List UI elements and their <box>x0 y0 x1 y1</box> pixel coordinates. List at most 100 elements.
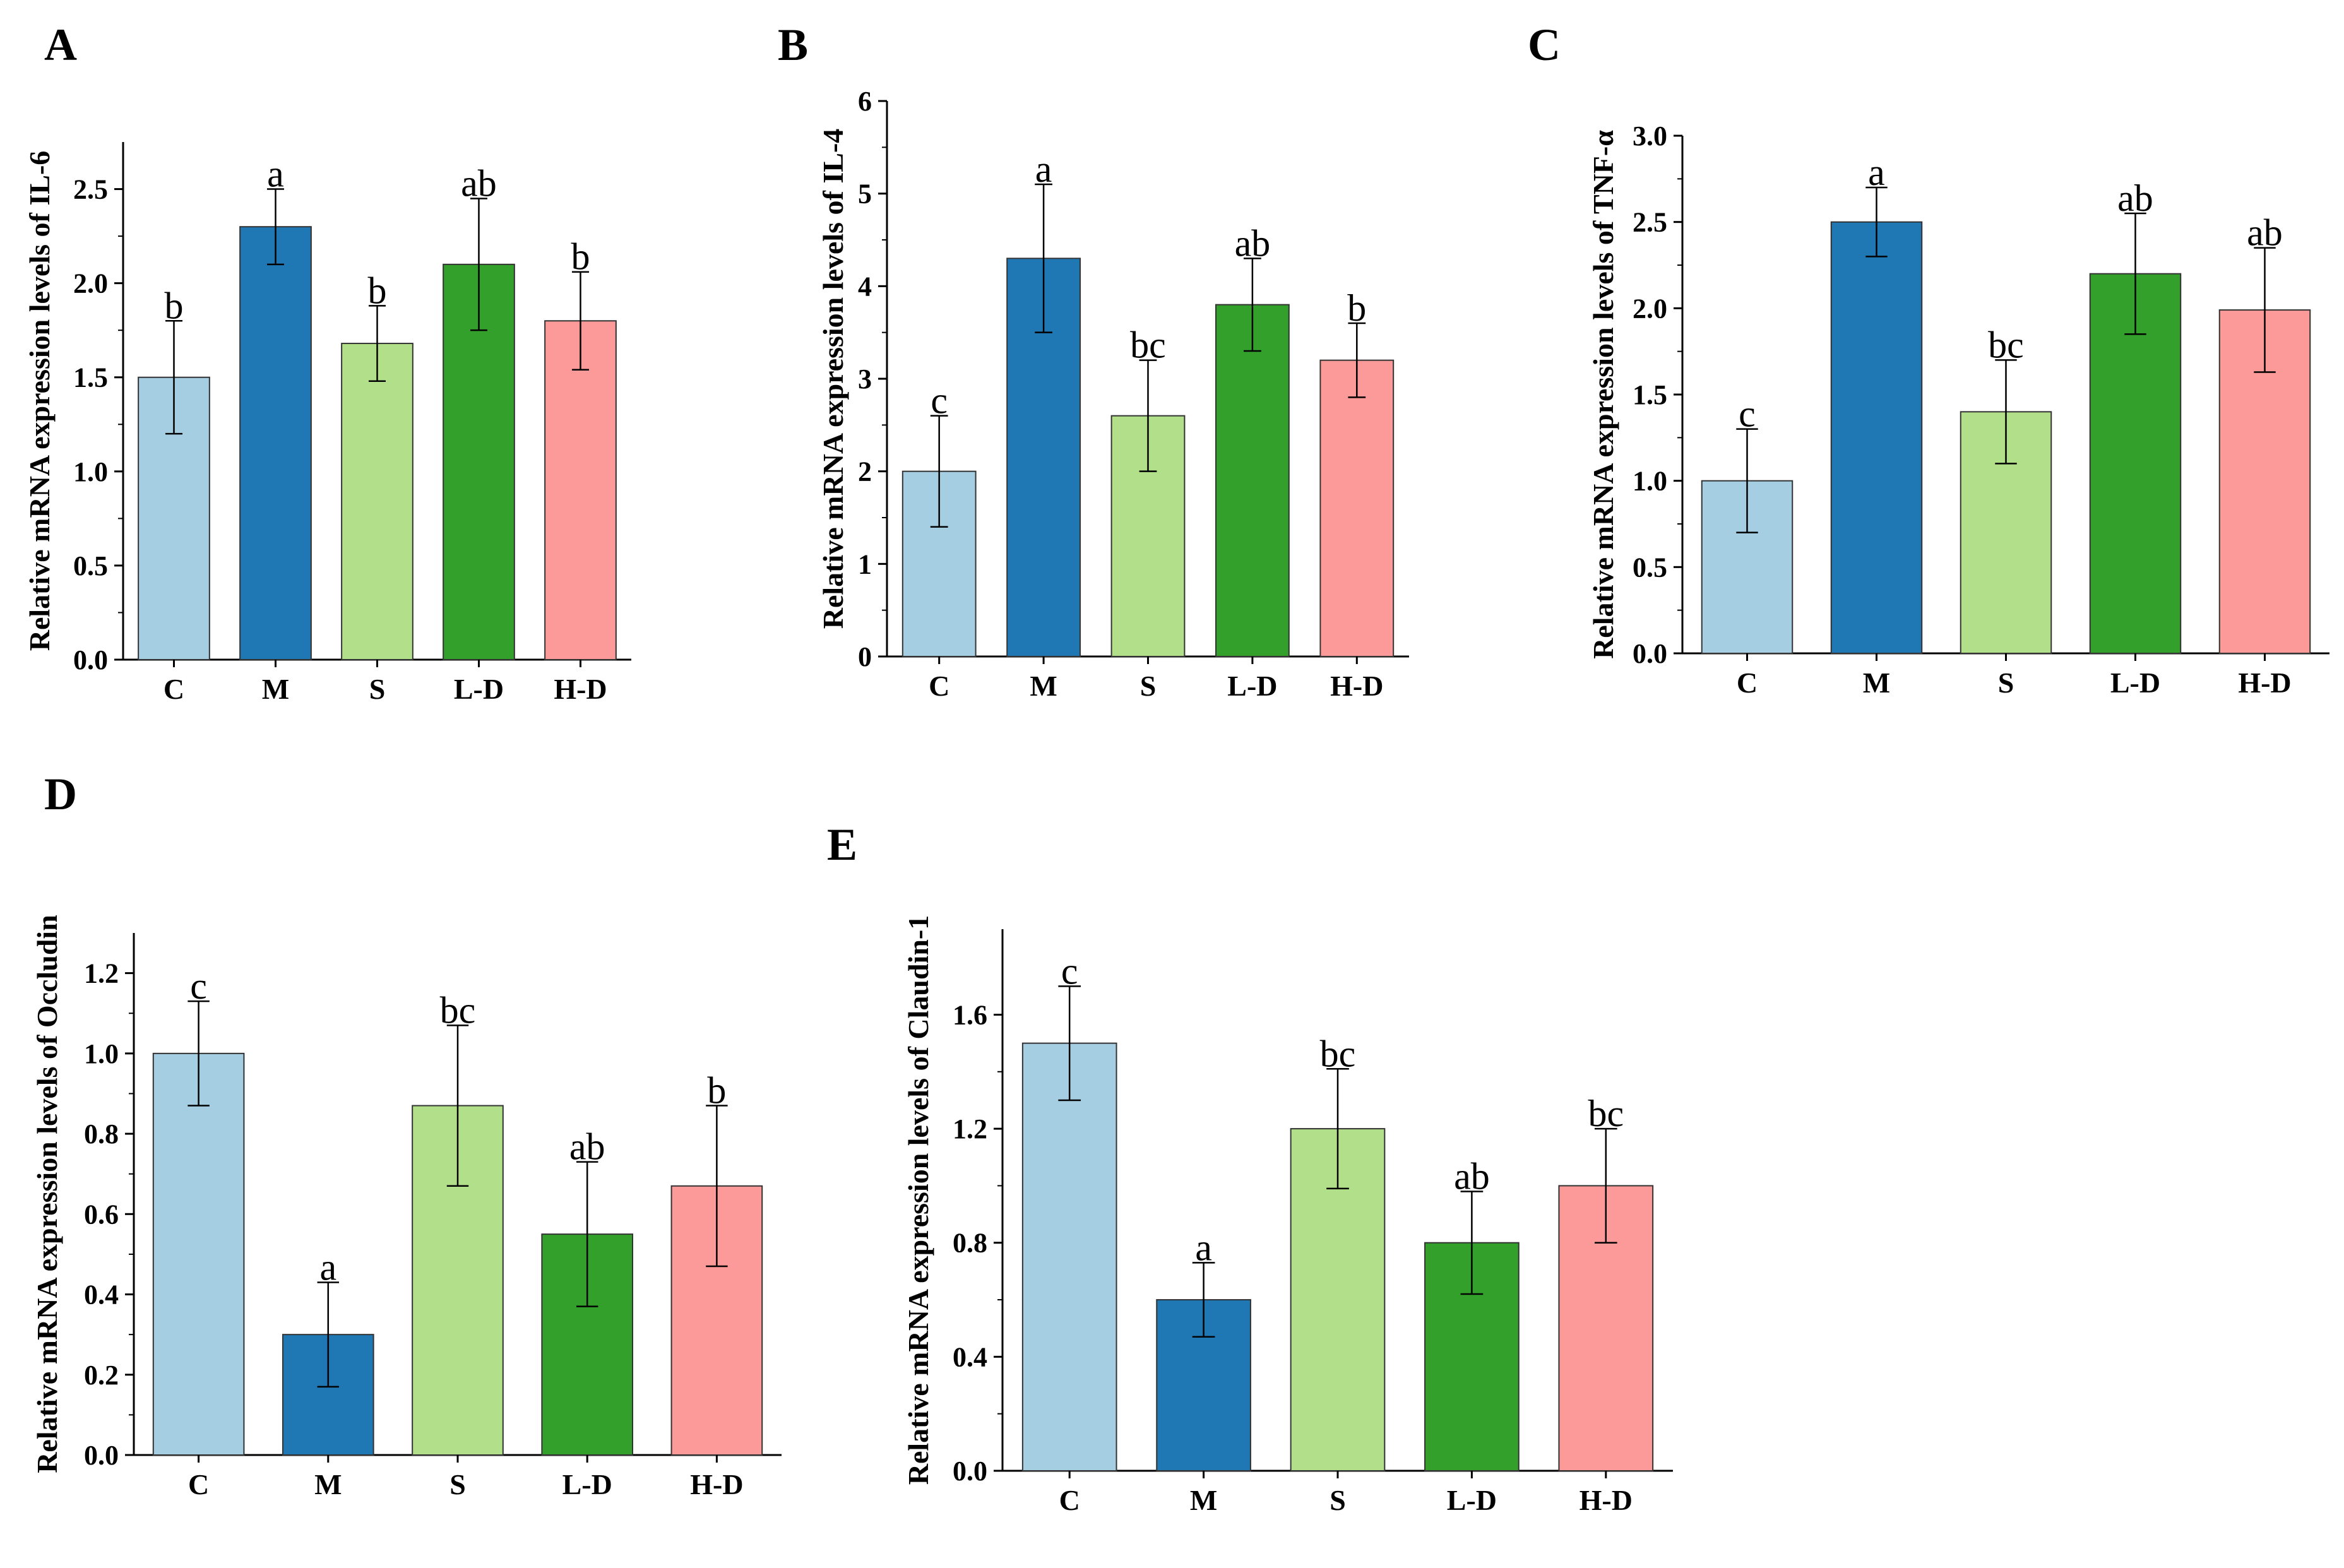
x-tick-label: H-D <box>1330 670 1383 702</box>
x-tick-label: M <box>314 1468 342 1500</box>
panel-a: A 0.0 0.5 1.0 1.5 2.0 2.5 Relative mRNA express… <box>23 20 631 705</box>
y-axis-label: Relative mRNA expression levels of TNF-α <box>1587 130 1619 659</box>
y-tick-label: 5 <box>858 179 872 210</box>
significance-label: c <box>1739 393 1756 435</box>
panel-letter: E <box>827 819 857 870</box>
panel-letter: B <box>778 20 808 70</box>
significance-label: c <box>1061 950 1078 992</box>
significance-label: a <box>319 1246 336 1288</box>
y-tick-label: 1 <box>858 549 872 579</box>
x-tick-label: S <box>1998 667 2014 699</box>
y-tick-label: 2.5 <box>73 174 108 205</box>
x-tick-label: S <box>449 1468 466 1500</box>
y-tick-label: 1.0 <box>73 456 108 487</box>
significance-label: b <box>707 1070 726 1112</box>
y-axis-label: Relative mRNA expression levels of Claud… <box>902 915 934 1485</box>
y-tick-label: 1.5 <box>73 362 108 393</box>
bar-l-d <box>1215 304 1290 657</box>
x-tick-label: M <box>1030 670 1057 702</box>
y-tick-label: 0.0 <box>953 1456 987 1487</box>
y-tick-label: 0.6 <box>84 1199 119 1230</box>
x-tick-label: C <box>188 1468 209 1500</box>
y-tick-label: 0.8 <box>953 1228 987 1259</box>
significance-label: ab <box>2247 212 2283 254</box>
significance-label: b <box>165 285 184 326</box>
y-tick-label: 0 <box>858 641 872 672</box>
x-tick-label: M <box>262 673 289 705</box>
bar-m <box>1830 221 1923 654</box>
x-tick-label: S <box>1330 1484 1346 1516</box>
x-tick-label: L-D <box>1447 1484 1497 1516</box>
panel-letter: C <box>1528 20 1561 70</box>
x-tick-label: H-D <box>690 1468 743 1500</box>
significance-label: bc <box>1320 1033 1356 1074</box>
significance-label: ab <box>461 162 497 204</box>
y-tick-label: 0.0 <box>1633 638 1667 669</box>
significance-label: a <box>1035 148 1052 190</box>
bar-s <box>341 343 413 661</box>
x-tick-label: M <box>1863 667 1890 699</box>
panel-letter: A <box>44 20 77 70</box>
y-tick-label: 0.0 <box>73 644 108 675</box>
y-tick-label: 1.6 <box>953 999 987 1030</box>
y-tick-label: 0.0 <box>84 1440 119 1471</box>
y-tick-label: 3.0 <box>1633 121 1667 151</box>
x-tick-label: C <box>164 673 184 705</box>
significance-label: a <box>267 153 284 195</box>
y-axis-label: Relative mRNA expression levels of IL-6 <box>23 151 56 651</box>
x-tick-label: C <box>1737 667 1758 699</box>
y-tick-label: 2 <box>858 456 872 487</box>
x-tick-label: H-D <box>554 673 607 705</box>
y-tick-label: 1.0 <box>1633 466 1667 497</box>
significance-label: b <box>571 236 590 278</box>
panel-letter: D <box>44 769 77 819</box>
x-tick-label: S <box>369 673 386 705</box>
y-tick-label: 1.2 <box>953 1114 987 1144</box>
y-axis-label: Relative mRNA expression levels of Occlu… <box>31 915 63 1473</box>
significance-label: ab <box>1235 222 1271 264</box>
significance-label: a <box>1195 1226 1212 1268</box>
bar-c <box>152 1052 245 1456</box>
x-tick-label: S <box>1140 670 1157 702</box>
y-tick-label: 0.5 <box>73 550 108 581</box>
y-tick-label: 0.4 <box>953 1341 987 1372</box>
bar-c <box>1021 1042 1117 1471</box>
bar-h-d <box>544 320 617 661</box>
y-tick-label: 1.2 <box>84 958 119 989</box>
significance-label: ab <box>2117 177 2153 219</box>
significance-label: ab <box>569 1126 605 1168</box>
significance-label: a <box>1868 151 1885 193</box>
significance-label: bc <box>1130 324 1166 366</box>
significance-label: ab <box>1454 1155 1490 1197</box>
y-axis-label: Relative mRNA expression levels of IL-4 <box>817 129 849 629</box>
x-tick-label: C <box>929 670 949 702</box>
y-tick-label: 2.0 <box>1633 293 1667 324</box>
significance-label: bc <box>1588 1093 1624 1134</box>
x-tick-label: M <box>1190 1484 1217 1516</box>
y-tick-label: 6 <box>858 86 872 117</box>
panel-d: D 0.0 0.2 0.4 0.6 0.8 1.0 1.2 Relative mRNA expr… <box>31 769 782 1500</box>
bar-h-d <box>1319 359 1395 658</box>
y-tick-label: 0.8 <box>84 1119 119 1149</box>
significance-label: b <box>368 270 387 311</box>
y-tick-label: 0.4 <box>84 1280 119 1310</box>
significance-label: b <box>1347 287 1366 329</box>
bar-m <box>239 226 312 660</box>
x-tick-label: H-D <box>2238 667 2291 699</box>
significance-label: c <box>190 965 207 1007</box>
significance-label: bc <box>1988 324 2024 365</box>
significance-label: bc <box>440 989 476 1031</box>
x-tick-label: L-D <box>2110 667 2160 699</box>
x-tick-label: L-D <box>454 673 504 705</box>
y-tick-label: 0.2 <box>84 1360 119 1391</box>
y-tick-label: 2.0 <box>73 268 108 299</box>
y-tick-label: 0.5 <box>1633 552 1667 583</box>
y-tick-label: 3 <box>858 364 872 395</box>
y-tick-label: 1.0 <box>84 1038 119 1069</box>
panel-e: E 0.0 0.4 0.8 1.2 1.6 Relative mRNA expression… <box>827 819 1673 1516</box>
y-tick-label: 2.5 <box>1633 207 1667 238</box>
x-tick-label: C <box>1059 1484 1080 1516</box>
y-tick-label: 1.5 <box>1633 379 1667 410</box>
y-tick-label: 4 <box>858 271 872 302</box>
